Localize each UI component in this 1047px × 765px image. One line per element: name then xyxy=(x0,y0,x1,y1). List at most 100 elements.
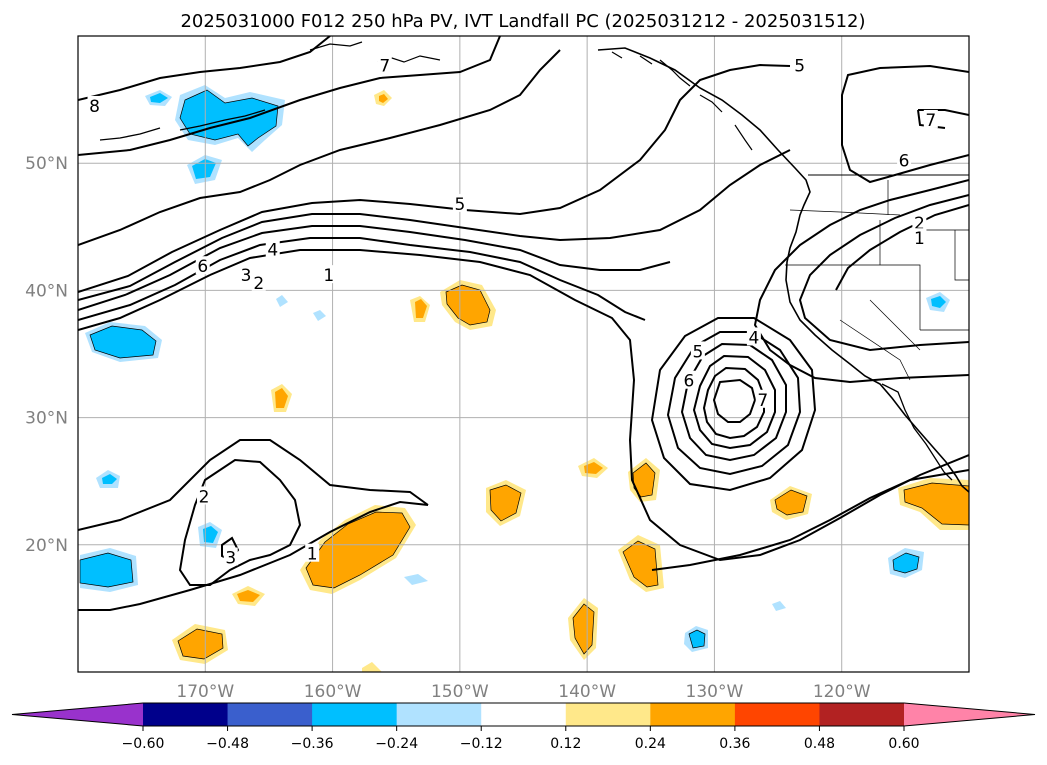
pos-patch xyxy=(573,604,594,654)
coastline-aleutians xyxy=(99,109,266,141)
pv-contour-low-inner xyxy=(712,378,757,423)
contour-label-bg xyxy=(690,341,705,360)
pv-contour-1-ridge xyxy=(78,500,429,611)
colorbar-tick-label: 0.36 xyxy=(719,736,750,752)
anomaly-outline xyxy=(774,489,808,516)
contour-label: 5 xyxy=(454,195,465,215)
coastline-north-america xyxy=(597,47,969,493)
contour-label-bg xyxy=(223,547,238,566)
contour-label-bg xyxy=(197,486,212,505)
contour-label: 5 xyxy=(794,56,805,76)
x-tick-label: 130°W xyxy=(686,682,744,702)
pos-patch xyxy=(275,388,288,408)
contour-label: 7 xyxy=(757,391,768,411)
anomaly-outline xyxy=(622,540,659,588)
pv-contour-low xyxy=(692,354,776,450)
positive-anomaly-patches xyxy=(172,90,969,672)
coastline-islands xyxy=(309,41,753,151)
map-background xyxy=(78,36,969,672)
contour-label: 6 xyxy=(197,257,208,277)
contour-label: 1 xyxy=(914,229,925,249)
x-tick-label: 140°W xyxy=(558,682,616,702)
contour-label-bg xyxy=(305,543,320,562)
contour-label: 2 xyxy=(253,274,264,294)
contour-label-bg xyxy=(321,265,336,284)
contour-label: 6 xyxy=(684,372,695,392)
pv-contour-1 xyxy=(78,249,969,562)
x-axis-tick-labels: 170°W 160°W 150°W 140°W 130°W 120°W xyxy=(176,682,870,702)
contour-label-bg xyxy=(87,95,102,114)
neg-patch xyxy=(90,326,156,358)
neg-patch xyxy=(180,90,278,146)
anomaly-outline xyxy=(79,552,134,588)
pos-patch xyxy=(415,299,427,318)
contour-label: 5 xyxy=(692,342,703,362)
x-tick-label: 150°W xyxy=(431,682,489,702)
contour-label: 2 xyxy=(199,487,210,507)
colorbar-segment xyxy=(819,703,905,726)
anomaly-outline xyxy=(892,552,920,574)
pv-contour-6 xyxy=(78,49,561,246)
colorbar-segment xyxy=(143,703,229,726)
neg-patch xyxy=(893,553,919,573)
colorbar-tick-label: 0.60 xyxy=(888,736,919,752)
contour-label: 4 xyxy=(748,328,759,348)
y-tick-label: 50°N xyxy=(25,154,68,174)
pos-patch xyxy=(623,541,658,587)
pos-patch xyxy=(379,94,388,103)
neg-patch xyxy=(150,93,168,103)
neg-patch xyxy=(313,310,326,321)
pv-contour-3 xyxy=(78,225,671,311)
pv-contour-west-loop xyxy=(178,458,302,586)
colorbar-segment xyxy=(312,703,398,726)
pv-contour-2-east xyxy=(651,469,969,571)
pv-contour-5 xyxy=(78,63,791,293)
contour-label-bg xyxy=(897,150,912,169)
colorbar-tick-label: −0.48 xyxy=(206,736,249,752)
colorbar-segment xyxy=(734,703,820,726)
pos-patch xyxy=(904,483,969,525)
contour-label: 7 xyxy=(379,56,390,76)
contour-label: 3 xyxy=(225,549,236,569)
pv-contour-low xyxy=(650,317,817,492)
anomaly-outline xyxy=(903,482,969,526)
colorbar-segment xyxy=(227,703,313,726)
contour-label: 3 xyxy=(241,266,252,286)
contour-label: 7 xyxy=(925,111,936,131)
contour-label-bg xyxy=(912,212,927,231)
colorbar: −0.60 −0.48 −0.36 −0.24 −0.12 0.12 0.24 0.36 0.4… xyxy=(11,702,1036,752)
contour-label-bg xyxy=(792,55,807,74)
x-tick-label: 160°W xyxy=(304,682,362,702)
y-tick-label: 20°N xyxy=(25,536,68,556)
colorbar-tick-label: −0.24 xyxy=(375,736,418,752)
state-borders xyxy=(785,180,969,381)
pv-contour-ne xyxy=(841,64,969,184)
contour-label-bg xyxy=(239,265,254,284)
gridlines xyxy=(78,36,969,672)
contour-label-bg xyxy=(195,256,210,275)
pos-patch xyxy=(584,462,603,474)
anomaly-outline xyxy=(688,629,706,649)
pos-patch xyxy=(633,463,655,497)
anomaly-outline xyxy=(305,511,411,589)
colorbar-tick-label: 0.24 xyxy=(635,736,666,752)
chart-title: 2025031000 F012 250 hPa PV, IVT Landfall… xyxy=(180,11,865,32)
contour-label-bg xyxy=(251,272,266,291)
colorbar-tick-label: −0.60 xyxy=(122,736,165,752)
y-axis-tick-labels: 20°N 30°N 40°N 50°N xyxy=(25,154,68,556)
x-tick-label: 170°W xyxy=(176,682,234,702)
contour-label-bg xyxy=(755,389,770,408)
neg-patch xyxy=(772,601,786,611)
pos-patch xyxy=(362,662,382,672)
anomaly-outline xyxy=(445,284,491,326)
neg-patch xyxy=(192,159,216,179)
contour-label-bg xyxy=(923,109,938,128)
pos-patch xyxy=(775,490,807,515)
pv-contour-8 xyxy=(78,36,331,101)
y-tick-label: 30°N xyxy=(25,409,68,429)
negative-anomaly-patches xyxy=(80,85,950,652)
pos-patch xyxy=(446,285,490,325)
coastlines xyxy=(99,41,969,493)
